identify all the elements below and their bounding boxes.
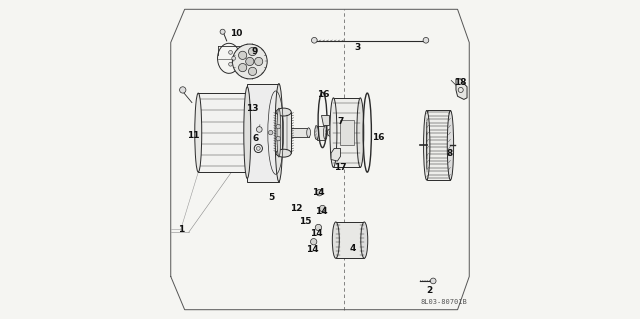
Circle shape [220, 29, 225, 34]
Text: 2: 2 [426, 286, 432, 295]
Text: 8L03-80701B: 8L03-80701B [420, 299, 467, 305]
Ellipse shape [276, 108, 291, 116]
Text: 18: 18 [454, 78, 467, 86]
Text: 4: 4 [350, 243, 356, 253]
Ellipse shape [447, 110, 454, 180]
Text: 5: 5 [268, 193, 274, 202]
Circle shape [232, 56, 236, 60]
Circle shape [430, 278, 436, 284]
Ellipse shape [361, 222, 368, 258]
Text: 8: 8 [447, 149, 452, 158]
Text: 15: 15 [300, 217, 312, 226]
Polygon shape [321, 115, 329, 125]
Text: 14: 14 [316, 207, 328, 216]
Text: 16: 16 [317, 90, 330, 99]
Circle shape [268, 130, 273, 135]
Circle shape [180, 87, 186, 93]
Ellipse shape [357, 98, 364, 167]
Circle shape [257, 127, 262, 132]
Circle shape [248, 67, 257, 76]
Ellipse shape [244, 87, 251, 178]
Text: 14: 14 [306, 245, 319, 254]
Text: 17: 17 [334, 163, 347, 172]
Circle shape [255, 57, 263, 66]
Circle shape [316, 224, 321, 231]
Circle shape [228, 62, 232, 66]
Text: 14: 14 [310, 229, 323, 238]
Bar [427, 110, 451, 180]
Circle shape [276, 137, 280, 141]
Bar [198, 93, 247, 172]
Bar [336, 222, 364, 258]
Circle shape [257, 146, 260, 150]
Circle shape [248, 48, 257, 56]
Circle shape [276, 124, 280, 129]
Ellipse shape [277, 108, 281, 157]
Ellipse shape [332, 222, 339, 258]
Text: 1: 1 [178, 225, 184, 234]
Text: 11: 11 [187, 131, 199, 140]
Bar [317, 126, 325, 140]
Circle shape [246, 57, 254, 66]
Ellipse shape [315, 126, 319, 140]
Circle shape [232, 44, 267, 79]
Ellipse shape [276, 149, 291, 157]
Text: 9: 9 [252, 48, 259, 56]
Bar [276, 112, 291, 153]
Ellipse shape [323, 126, 327, 140]
Polygon shape [331, 148, 340, 161]
Text: 16: 16 [372, 133, 385, 142]
Bar [247, 84, 279, 182]
Ellipse shape [307, 128, 310, 137]
Circle shape [310, 239, 317, 245]
Ellipse shape [195, 93, 202, 172]
Circle shape [239, 63, 247, 72]
Circle shape [316, 189, 323, 196]
Text: 3: 3 [355, 43, 361, 52]
Text: 10: 10 [230, 28, 243, 38]
Ellipse shape [275, 84, 283, 182]
Bar [291, 128, 308, 137]
Bar [340, 120, 354, 145]
Circle shape [423, 37, 429, 43]
Text: 7: 7 [337, 117, 344, 126]
Polygon shape [456, 79, 467, 100]
Circle shape [319, 205, 326, 212]
Text: 13: 13 [246, 104, 259, 113]
Circle shape [228, 50, 232, 54]
Circle shape [239, 51, 247, 59]
Text: 6: 6 [252, 134, 259, 144]
Ellipse shape [330, 98, 337, 167]
Text: 14: 14 [312, 188, 324, 197]
Ellipse shape [424, 110, 430, 180]
Bar [333, 98, 360, 167]
Circle shape [312, 37, 317, 43]
Text: 12: 12 [290, 204, 303, 213]
Circle shape [327, 129, 335, 137]
Circle shape [329, 131, 333, 135]
